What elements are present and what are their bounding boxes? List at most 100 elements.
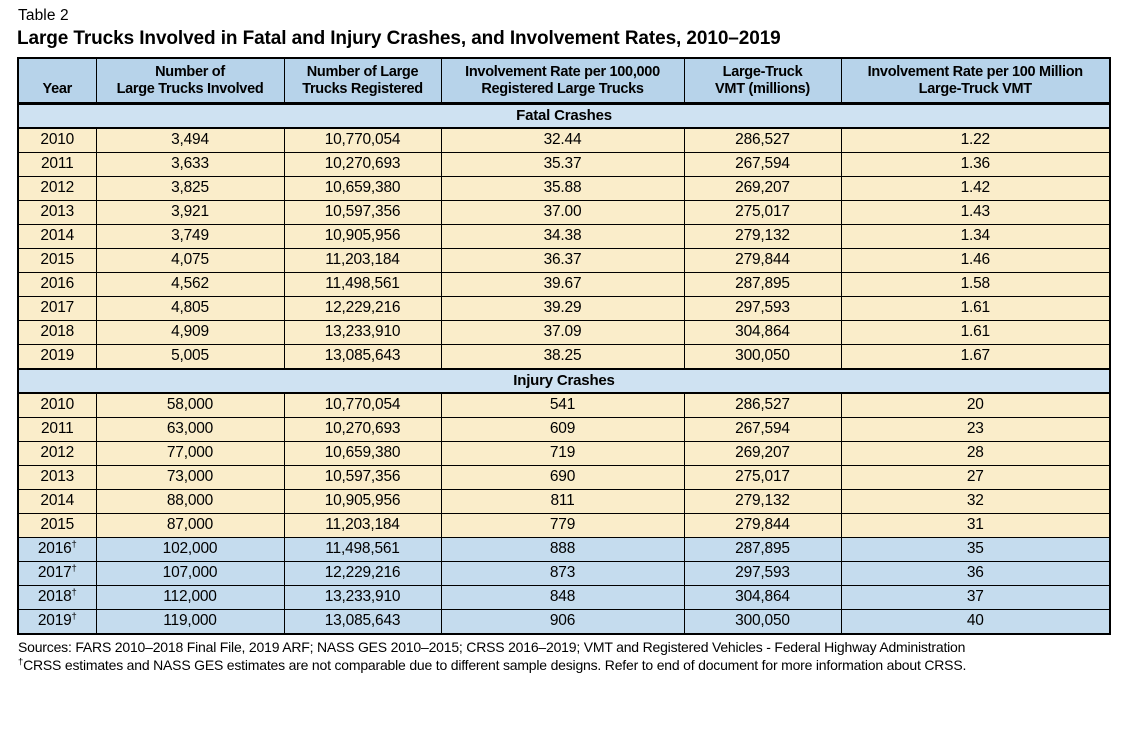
year-cell: 2017†	[17, 561, 97, 586]
value-cell: 36	[840, 561, 1111, 586]
value-cell: 5,005	[95, 344, 285, 370]
value-cell: 3,825	[95, 176, 285, 201]
table-body: Fatal Crashes 2010 3,494 10,770,054 32.44 286…	[17, 102, 1111, 635]
value-cell: 275,017	[683, 465, 842, 490]
value-cell: 269,207	[683, 441, 842, 466]
year-cell: 2010	[17, 392, 97, 418]
value-cell: 20	[840, 392, 1111, 418]
year-cell: 2013	[17, 465, 97, 490]
table-row: 2010 58,000 10,770,054 541 286,527 20	[17, 392, 1111, 418]
table-row: 2013 3,921 10,597,356 37.00 275,017 1.43	[17, 200, 1111, 225]
section-header-label: Injury Crashes	[18, 368, 1110, 394]
value-cell: 287,895	[683, 272, 842, 297]
year-cell: 2016†	[17, 537, 97, 562]
year-cell: 2010	[17, 127, 97, 153]
year-cell: 2019	[17, 344, 97, 370]
value-cell: 36.37	[440, 248, 685, 273]
value-cell: 39.67	[440, 272, 685, 297]
table-row: 2012 77,000 10,659,380 719 269,207 28	[17, 441, 1111, 466]
footnotes: Sources: FARS 2010–2018 Final File, 2019…	[18, 639, 1109, 674]
value-cell: 119,000	[95, 609, 285, 635]
value-cell: 37.09	[440, 320, 685, 345]
year-cell: 2018	[17, 320, 97, 345]
value-cell: 269,207	[683, 176, 842, 201]
value-cell: 1.61	[840, 296, 1111, 321]
value-cell: 541	[440, 392, 685, 418]
table-row: 2012 3,825 10,659,380 35.88 269,207 1.42	[17, 176, 1111, 201]
year-cell: 2013	[17, 200, 97, 225]
dagger-superscript: †	[71, 562, 77, 574]
value-cell: 304,864	[683, 585, 842, 610]
value-cell: 13,233,910	[283, 320, 442, 345]
value-cell: 31	[840, 513, 1111, 538]
value-cell: 10,770,054	[283, 127, 442, 153]
year-cell: 2016	[17, 272, 97, 297]
dagger-superscript: †	[71, 538, 77, 550]
value-cell: 12,229,216	[283, 296, 442, 321]
value-cell: 35	[840, 537, 1111, 562]
value-cell: 286,527	[683, 127, 842, 153]
column-header: Year	[18, 58, 96, 105]
year-cell: 2011	[17, 152, 97, 177]
value-cell: 63,000	[95, 417, 285, 442]
value-cell: 58,000	[95, 392, 285, 418]
value-cell: 35.37	[440, 152, 685, 177]
value-cell: 1.34	[840, 224, 1111, 249]
value-cell: 811	[440, 489, 685, 514]
value-cell: 11,498,561	[283, 537, 442, 562]
value-cell: 275,017	[683, 200, 842, 225]
value-cell: 279,844	[683, 513, 842, 538]
year-cell: 2014	[17, 489, 97, 514]
value-cell: 10,770,054	[283, 392, 442, 418]
section-header-label: Fatal Crashes	[18, 102, 1110, 129]
value-cell: 873	[440, 561, 685, 586]
header-row: Year Number of Large Trucks Involved Number…	[18, 58, 1110, 105]
year-cell: 2012	[17, 176, 97, 201]
value-cell: 3,494	[95, 127, 285, 153]
value-cell: 1.58	[840, 272, 1111, 297]
table-row: 2019 5,005 13,085,643 38.25 300,050 1.67	[17, 344, 1111, 370]
value-cell: 1.42	[840, 176, 1111, 201]
value-cell: 13,085,643	[283, 344, 442, 370]
value-cell: 4,909	[95, 320, 285, 345]
value-cell: 88,000	[95, 489, 285, 514]
value-cell: 4,805	[95, 296, 285, 321]
year-cell: 2015	[17, 248, 97, 273]
table-row: 2016 4,562 11,498,561 39.67 287,895 1.58	[17, 272, 1111, 297]
value-cell: 112,000	[95, 585, 285, 610]
table-row: 2014 3,749 10,905,956 34.38 279,132 1.34	[17, 224, 1111, 249]
value-cell: 297,593	[683, 561, 842, 586]
table-row: 2014 88,000 10,905,956 811 279,132 32	[17, 489, 1111, 514]
table-row: 2018† 112,000 13,233,910 848 304,864 37	[17, 585, 1111, 610]
table-row: 2017† 107,000 12,229,216 873 297,593 36	[17, 561, 1111, 586]
table-row: 2018 4,909 13,233,910 37.09 304,864 1.61	[17, 320, 1111, 345]
value-cell: 87,000	[95, 513, 285, 538]
value-cell: 1.43	[840, 200, 1111, 225]
value-cell: 13,085,643	[283, 609, 442, 635]
column-header: Involvement Rate per 100,000 Registered L…	[440, 58, 684, 105]
column-header: Number of Large Trucks Involved	[95, 58, 284, 105]
value-cell: 4,562	[95, 272, 285, 297]
table-row: 2016† 102,000 11,498,561 888 287,895 35	[17, 537, 1111, 562]
dagger-superscript: †	[18, 655, 24, 667]
value-cell: 1.61	[840, 320, 1111, 345]
value-cell: 304,864	[683, 320, 842, 345]
value-cell: 39.29	[440, 296, 685, 321]
value-cell: 297,593	[683, 296, 842, 321]
value-cell: 10,905,956	[283, 489, 442, 514]
table-row: 2011 63,000 10,270,693 609 267,594 23	[17, 417, 1111, 442]
year-cell: 2017	[17, 296, 97, 321]
value-cell: 779	[440, 513, 685, 538]
value-cell: 27	[840, 465, 1111, 490]
year-cell: 2014	[17, 224, 97, 249]
value-cell: 286,527	[683, 392, 842, 418]
value-cell: 279,132	[683, 489, 842, 514]
value-cell: 11,203,184	[283, 513, 442, 538]
value-cell: 73,000	[95, 465, 285, 490]
table-row: 2010 3,494 10,770,054 32.44 286,527 1.22	[17, 127, 1111, 153]
value-cell: 37	[840, 585, 1111, 610]
value-cell: 34.38	[440, 224, 685, 249]
year-cell: 2019†	[17, 609, 97, 635]
value-cell: 3,633	[95, 152, 285, 177]
